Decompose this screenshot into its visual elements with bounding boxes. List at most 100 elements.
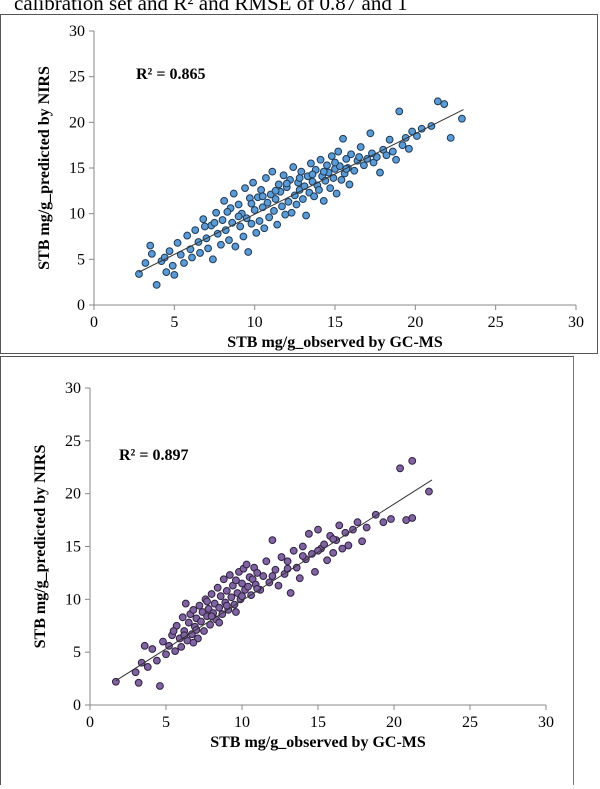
- data-point: [241, 184, 249, 192]
- data-point: [180, 259, 188, 267]
- data-point: [238, 579, 246, 588]
- data-point: [387, 515, 395, 523]
- data-point: [331, 158, 339, 167]
- data-point: [385, 135, 394, 144]
- data-point: [143, 663, 152, 671]
- data-point: [195, 601, 204, 610]
- trend-line: [138, 109, 464, 273]
- data-point: [379, 518, 388, 527]
- data-point: [220, 196, 229, 205]
- data-point: [362, 523, 371, 532]
- data-point: [156, 682, 164, 690]
- y-tick-label: 25: [65, 433, 81, 450]
- scatter-chart-calibration: 0 5 10 15 20 25 30 0 5 10 15 20 25 30 STB mg/g_observe…: [36, 23, 584, 351]
- data-point: [388, 147, 397, 156]
- data-point: [326, 184, 335, 192]
- data-point: [382, 151, 391, 160]
- data-point: [216, 592, 225, 601]
- data-point: [170, 270, 179, 279]
- data-point: [270, 207, 278, 215]
- data-point: [395, 107, 404, 116]
- data-point: [323, 556, 332, 565]
- y-tick-label: 0: [73, 697, 81, 714]
- data-point: [304, 529, 313, 538]
- data-point: [263, 198, 272, 207]
- data-point: [238, 592, 246, 601]
- chart-panel-top: 0 5 10 15 20 25 30 0 5 10 15 20 25 30 STB mg/g_observe…: [0, 14, 598, 354]
- data-point: [310, 192, 319, 201]
- data-point: [277, 553, 286, 561]
- x-tick-label: 5: [170, 314, 178, 331]
- data-point: [197, 617, 205, 626]
- data-point: [344, 541, 353, 550]
- data-point: [315, 186, 323, 194]
- data-point: [152, 656, 161, 665]
- data-point: [162, 650, 170, 659]
- x-tick-label: 15: [310, 714, 326, 731]
- data-point: [225, 571, 234, 579]
- data-point: [218, 216, 227, 224]
- y-tick-label: 30: [69, 23, 85, 40]
- y-tick-label: 20: [69, 114, 85, 131]
- data-point: [316, 155, 325, 164]
- data-point: [232, 608, 240, 616]
- data-point: [222, 586, 231, 595]
- data-point: [146, 241, 155, 250]
- data-point: [335, 521, 344, 530]
- data-point: [165, 247, 174, 256]
- data-point: [189, 606, 198, 614]
- data-point: [231, 242, 240, 251]
- data-point: [234, 212, 243, 221]
- x-tick-label: 30: [538, 714, 554, 731]
- data-point: [319, 196, 328, 205]
- y-axis-title: STB mg/g_predicted by NIRS: [32, 445, 49, 649]
- x-axis-title: STB mg/g_observed by GC-MS: [210, 734, 426, 751]
- data-point: [323, 161, 331, 170]
- data-point: [295, 574, 304, 583]
- y-tick-label: 15: [65, 539, 81, 556]
- data-point: [297, 167, 306, 176]
- data-point: [141, 259, 150, 267]
- data-point: [222, 601, 231, 610]
- data-point: [271, 195, 280, 203]
- y-tick-label: 25: [69, 69, 85, 86]
- data-point: [247, 199, 256, 208]
- y-tick-label: 10: [69, 206, 85, 223]
- data-point: [358, 537, 366, 546]
- data-point: [247, 219, 256, 228]
- data-point: [244, 582, 252, 591]
- data-point: [212, 208, 221, 217]
- data-point: [342, 154, 351, 163]
- data-point: [342, 165, 351, 173]
- data-point: [281, 210, 290, 219]
- data-point: [347, 150, 355, 159]
- data-point: [173, 238, 182, 247]
- data-point: [147, 249, 156, 258]
- data-point: [392, 155, 400, 164]
- data-point: [236, 222, 245, 231]
- data-point: [232, 576, 240, 585]
- data-point: [159, 637, 167, 646]
- data-point: [271, 565, 280, 574]
- data-point: [219, 575, 228, 584]
- data-point: [337, 175, 346, 184]
- data-point: [295, 174, 304, 182]
- data-point: [274, 180, 283, 189]
- data-point: [366, 129, 375, 138]
- y-tick-label: 5: [77, 251, 85, 268]
- data-point: [265, 213, 274, 222]
- data-point: [311, 567, 319, 576]
- data-point: [178, 613, 187, 622]
- data-point: [244, 248, 253, 256]
- y-tick-label: 10: [65, 591, 81, 608]
- data-point: [262, 174, 270, 182]
- r-squared-annotation: R² = 0.897: [119, 447, 188, 464]
- y-tick-label: 20: [65, 486, 81, 503]
- data-point: [320, 540, 328, 549]
- data-point: [207, 590, 216, 598]
- data-point: [200, 627, 208, 635]
- data-point: [168, 261, 177, 270]
- data-point: [152, 281, 161, 289]
- data-point: [440, 100, 449, 108]
- data-point: [300, 182, 309, 191]
